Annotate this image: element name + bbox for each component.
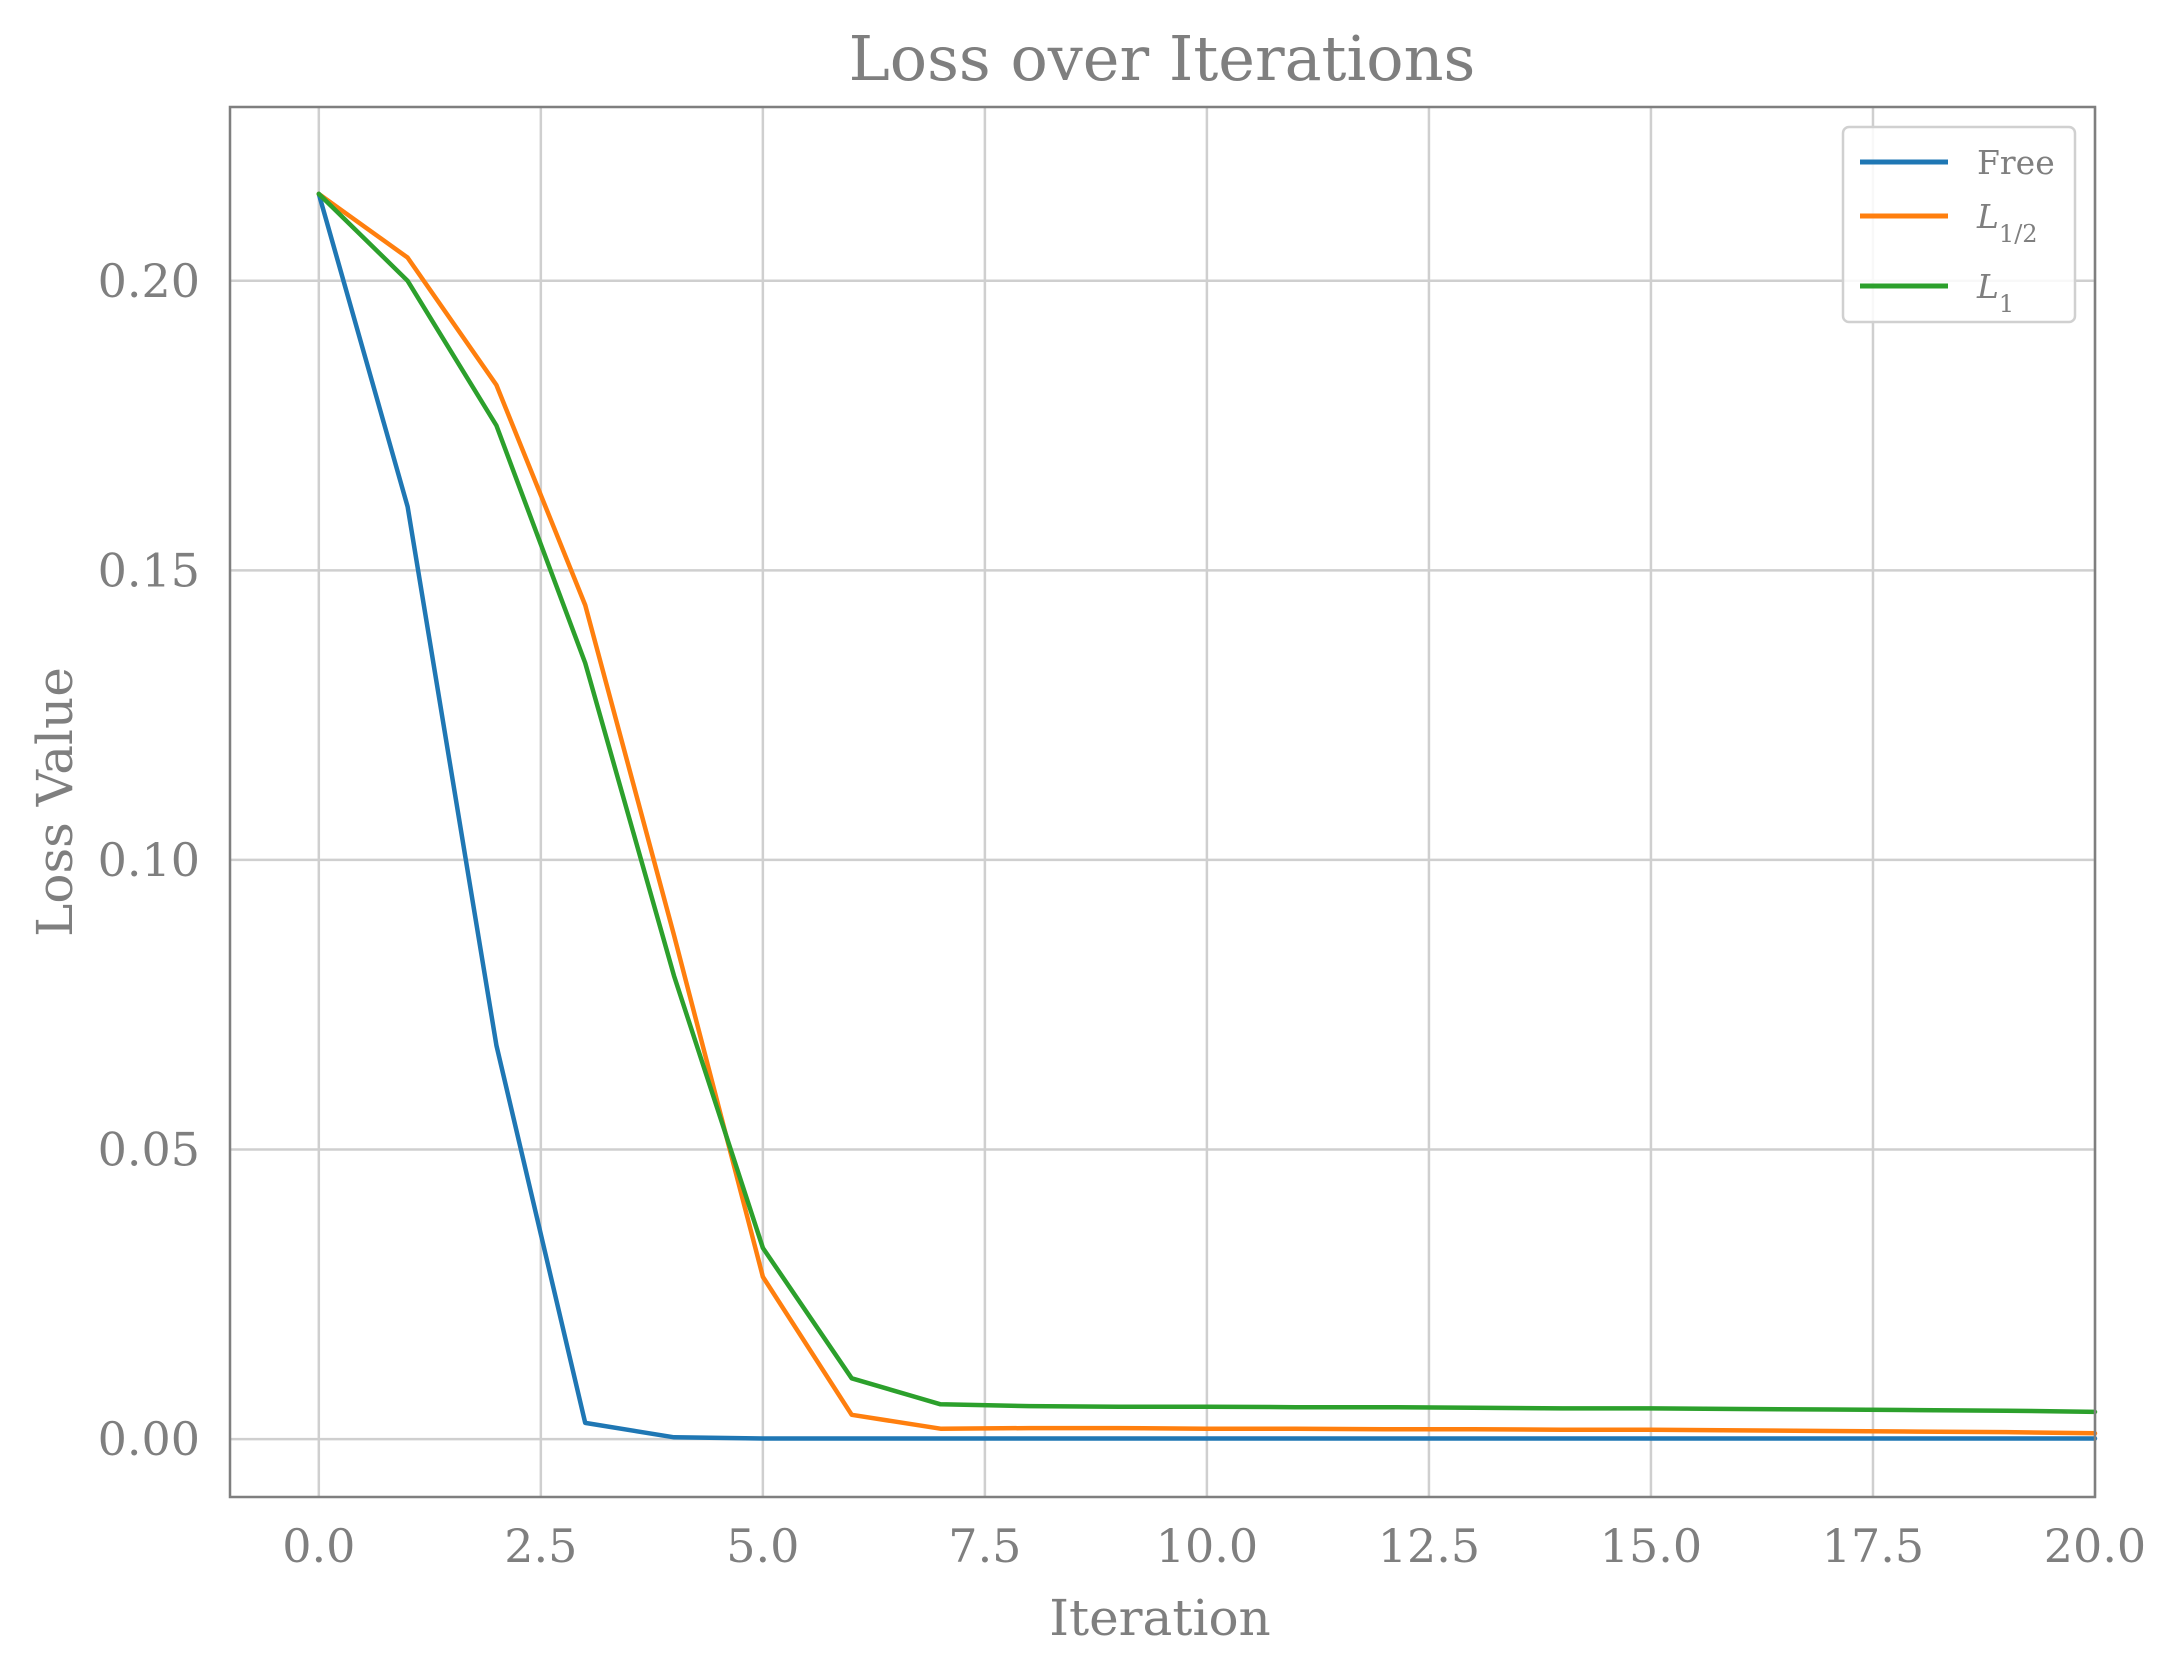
tick-layer: 0.0 2.5 5.0 7.5 10.0 12.5 15.0 17.5 20.0 0.00 0.05…	[98, 254, 2147, 1573]
y-tick-label: 0.00	[98, 1412, 200, 1466]
x-tick-label: 15.0	[1600, 1519, 1702, 1573]
y-tick-label: 0.15	[98, 543, 200, 597]
x-tick-label: 0.0	[282, 1519, 355, 1573]
x-axis-label: Iteration	[1049, 1589, 1271, 1647]
series-line-l-half	[316, 191, 2098, 1436]
x-tick-label: 12.5	[1378, 1519, 1480, 1573]
legend-label-l-half: L1/2	[1976, 197, 2038, 248]
y-axis-label: Loss Value	[26, 667, 84, 937]
chart-title: Loss over Iterations	[849, 22, 1476, 95]
x-tick-label: 7.5	[948, 1519, 1021, 1573]
series-line-l1	[316, 191, 2098, 1415]
x-tick-label: 10.0	[1156, 1519, 1258, 1573]
x-tick-label: 17.5	[1822, 1519, 1924, 1573]
y-tick-label: 0.05	[98, 1123, 200, 1177]
y-tick-label: 0.20	[98, 254, 200, 308]
x-tick-label: 5.0	[726, 1519, 799, 1573]
legend-label-l1: L1	[1976, 267, 2014, 318]
legend-box	[1841, 125, 2077, 324]
series-layer	[316, 191, 2098, 1441]
legend-label-free: Free	[1977, 143, 2055, 182]
x-tick-label: 2.5	[504, 1519, 577, 1573]
x-tick-label: 20.0	[2044, 1519, 2146, 1573]
plot-frame	[228, 105, 2097, 1499]
legend: Free L1/2 L1	[1841, 125, 2077, 324]
series-line-free	[316, 191, 2098, 1441]
grid-layer	[230, 107, 2097, 1497]
y-tick-label: 0.10	[98, 833, 200, 887]
